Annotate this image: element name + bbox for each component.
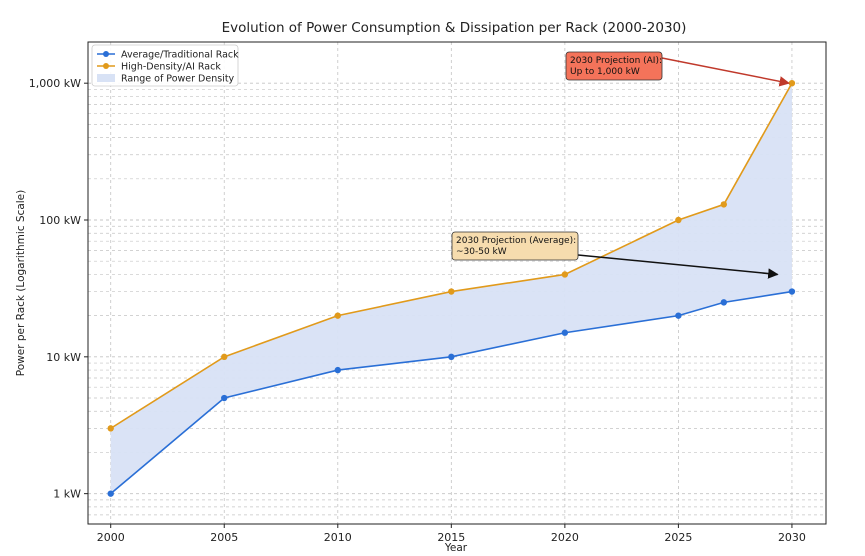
legend-box bbox=[91, 44, 239, 87]
plot-frame bbox=[87, 41, 827, 525]
high-density-rack-point bbox=[720, 201, 728, 208]
annotation-text: 2030 Projection (Average): bbox=[456, 236, 576, 246]
y-tick-label: 1 kW bbox=[53, 488, 81, 501]
average-rack-point bbox=[221, 394, 228, 402]
annotation-box bbox=[451, 231, 579, 261]
x-tick-label: 2030 bbox=[778, 531, 806, 544]
average-rack-point bbox=[675, 312, 682, 319]
legend-marker-high-density-rack bbox=[103, 63, 109, 69]
legend-marker-average-rack bbox=[103, 51, 109, 57]
chart-title: Evolution of Power Consumption & Dissipa… bbox=[222, 20, 687, 36]
y-axis-label: Power per Rack (Logarithmic Scale) bbox=[15, 190, 27, 376]
y-tick-label: 100 kW bbox=[39, 214, 81, 227]
x-tick-label: 2015 bbox=[437, 531, 465, 544]
legend-label-high-density-rack: High-Density/AI Rack bbox=[121, 62, 221, 73]
y-tick-label: 1,000 kW bbox=[29, 77, 81, 90]
y-tick-label: 10 kW bbox=[46, 351, 81, 364]
legend-label-average-rack: Average/Traditional Rack bbox=[121, 50, 239, 61]
x-tick-label: 2020 bbox=[551, 531, 579, 544]
high-density-rack-point bbox=[448, 288, 455, 295]
x-tick-label: 2000 bbox=[97, 531, 125, 544]
x-tick-label: 2025 bbox=[664, 531, 692, 544]
average-rack-point bbox=[107, 490, 114, 497]
range-fill-area bbox=[110, 83, 792, 494]
annotation-text: Up to 1,000 kW bbox=[570, 67, 640, 77]
annotation-average-projection: 2030 Projection (Average):~30-50 kW bbox=[451, 231, 779, 279]
average-rack-point bbox=[561, 329, 569, 336]
annotation-ai-projection: 2030 Projection (AI):Up to 1,000 kW bbox=[565, 51, 790, 87]
legend: Average/Traditional RackHigh-Density/AI … bbox=[91, 44, 239, 87]
average-rack-line bbox=[110, 290, 793, 495]
high-density-rack-point bbox=[221, 353, 228, 361]
average-rack-point bbox=[720, 299, 728, 306]
x-tick-label: 2005 bbox=[210, 531, 238, 544]
high-density-rack-point bbox=[788, 79, 796, 87]
annotation-text: 2030 Projection (AI): bbox=[570, 56, 662, 66]
x-axis-label: Year bbox=[444, 542, 468, 554]
x-tick-label: 2010 bbox=[324, 531, 352, 544]
annotation-arrow bbox=[577, 254, 779, 279]
high-density-rack-point bbox=[675, 216, 682, 224]
high-density-rack-point bbox=[334, 312, 341, 319]
average-rack-point bbox=[788, 288, 796, 295]
annotation-box bbox=[565, 51, 663, 81]
high-density-rack-point bbox=[107, 425, 114, 432]
high-density-rack-line bbox=[110, 82, 793, 430]
annotation-arrow bbox=[661, 57, 790, 87]
annotation-text: ~30-50 kW bbox=[456, 247, 507, 257]
plot-area: 2000 2005 2010 2015 2020 2025 2030 1 kW 10 kW 100… bbox=[29, 41, 827, 544]
high-density-rack-point bbox=[561, 271, 569, 278]
average-rack-point bbox=[448, 353, 455, 361]
legend-label-range: Range of Power Density bbox=[121, 74, 235, 85]
average-rack-point bbox=[334, 366, 341, 374]
legend-swatch-range bbox=[97, 74, 115, 82]
